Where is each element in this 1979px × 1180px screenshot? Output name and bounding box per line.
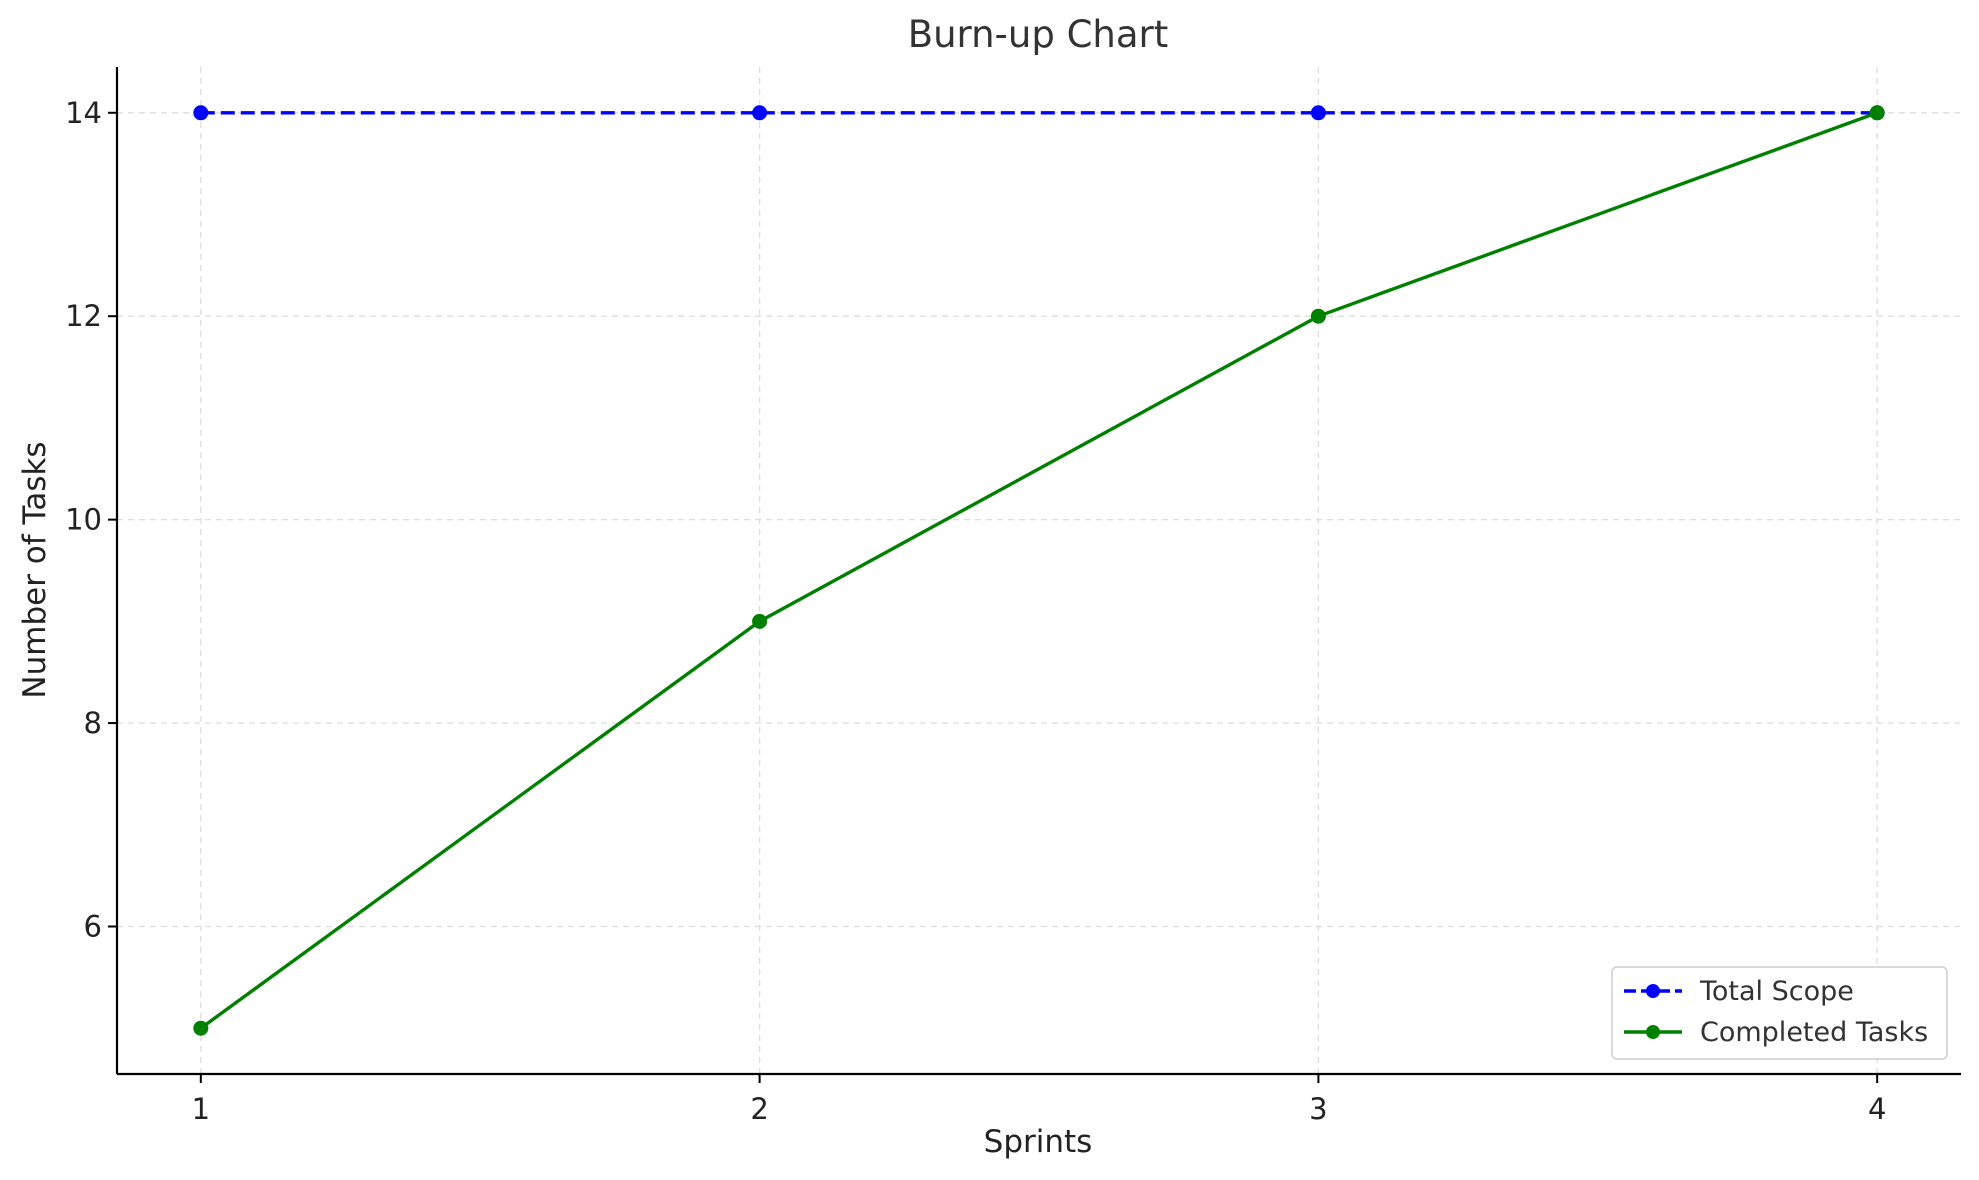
y-tick-label: 14 — [65, 96, 102, 130]
x-tick-label: 2 — [750, 1092, 768, 1126]
x-axis-label: Sprints — [984, 1124, 1093, 1160]
completed-tasks-point — [752, 613, 768, 629]
series-completed-tasks — [193, 105, 1885, 1036]
y-axis-label: Number of Tasks — [17, 441, 53, 698]
completed-tasks-point — [193, 1020, 209, 1036]
y-tick-label: 10 — [65, 503, 102, 537]
completed-tasks-point — [1310, 308, 1326, 324]
y-tick-label: 12 — [65, 299, 102, 333]
series-total-scope — [193, 105, 1885, 121]
x-tick-label: 1 — [192, 1092, 210, 1126]
total-scope-point — [1310, 105, 1326, 121]
completed-tasks-point — [1869, 105, 1885, 121]
chart-title: Burn-up Chart — [908, 13, 1169, 56]
completed-tasks-line — [199, 111, 1878, 1030]
legend-item-total-scope: Total Scope — [1624, 976, 1854, 1007]
grid-layer — [117, 67, 1961, 1074]
y-tick-label: 8 — [84, 706, 102, 740]
legend-swatch-marker — [1646, 1025, 1660, 1039]
legend-item-completed-tasks: Completed Tasks — [1624, 1017, 1928, 1048]
legend-label: Total Scope — [1699, 976, 1854, 1007]
total-scope-point — [752, 105, 768, 121]
legend: Total Scope Completed Tasks — [1611, 966, 1948, 1060]
x-tick-label: 4 — [1868, 1092, 1886, 1126]
y-tick-label: 6 — [84, 910, 102, 944]
series-layer — [193, 105, 1885, 1036]
total-scope-point — [193, 105, 209, 121]
legend-label: Completed Tasks — [1700, 1017, 1928, 1048]
legend-box — [1611, 966, 1948, 1060]
legend-swatch-marker — [1646, 984, 1660, 998]
x-tick-label: 3 — [1309, 1092, 1327, 1126]
